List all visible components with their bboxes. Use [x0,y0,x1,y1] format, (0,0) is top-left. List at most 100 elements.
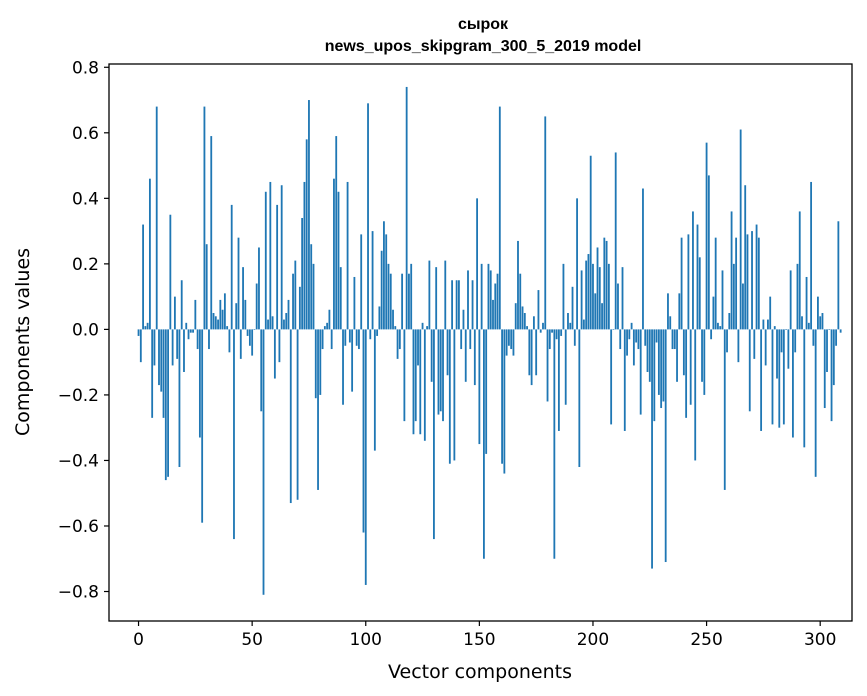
bar [428,260,431,330]
bar [703,329,706,395]
bar [173,296,176,330]
y-tick-label: 0.0 [72,320,99,340]
bar [764,329,767,366]
bar [755,224,758,330]
bar [389,273,392,330]
bar [632,329,635,366]
y-tick-label: 0.2 [72,255,99,275]
chart-title: сырок [458,16,509,33]
bar [685,329,688,418]
bar [210,136,213,330]
bar [712,296,715,330]
x-tick-label: 50 [241,630,263,650]
bar [664,329,667,563]
bar [792,329,794,438]
bar [167,329,169,477]
bar [430,329,433,382]
bar [303,181,306,330]
bar [251,329,254,356]
x-tick-label: 150 [463,630,495,650]
bar [401,273,404,330]
bar [803,329,806,448]
bar [271,316,274,330]
x-axis-label: Vector components [388,661,572,683]
bar [717,322,719,330]
bar [512,329,515,356]
bar [371,231,374,330]
bar [719,326,722,330]
bar [287,299,290,330]
bar [421,322,424,330]
bar [201,329,204,523]
bar [735,237,738,330]
bar [692,211,694,330]
bar [467,270,469,330]
bar [408,273,410,330]
bar [171,329,174,366]
bar [698,257,701,330]
bar [235,303,238,330]
bar [367,103,369,330]
bar [628,329,631,340]
bar [260,329,263,412]
bar [198,329,201,438]
bar [380,250,383,330]
bar [162,329,165,418]
bar [585,260,588,330]
bar [578,329,581,467]
bar [151,329,154,418]
bar [569,322,572,330]
bar [330,329,333,350]
bar [301,217,304,330]
bar [471,280,474,330]
bar [410,263,413,330]
bar [378,306,381,330]
bar [346,181,349,330]
bar [267,319,269,330]
y-tick-label: 0.4 [72,189,99,209]
bar [805,276,808,330]
bar [337,191,340,330]
bar [246,329,249,336]
bar [671,329,674,350]
bar [189,329,192,333]
bar [819,316,822,330]
bar [767,319,769,330]
bar [748,329,751,412]
bar [562,263,565,330]
bar [839,329,842,333]
bar [614,152,617,330]
bar [153,329,156,366]
bar [564,329,567,405]
bar [580,270,583,330]
bar [294,260,297,330]
bar [751,231,753,330]
bar [642,188,644,330]
bar [835,329,838,346]
bar [830,329,833,422]
bar [483,329,485,559]
bar [626,329,628,356]
bar [635,329,638,343]
bar [403,329,406,422]
bar [276,204,279,330]
bar [601,303,603,330]
bar [417,329,419,366]
bar [553,329,556,559]
bar [769,296,772,330]
bar [778,329,781,428]
bar [158,329,160,386]
bar [823,329,826,409]
bar [180,280,183,330]
bar [446,329,449,376]
bar [594,293,597,330]
bar [317,329,319,490]
bar [571,286,574,330]
bar [573,329,576,346]
bar [262,329,265,595]
bar [283,319,285,330]
bar [537,290,540,330]
bar [492,299,494,330]
bar [160,329,163,392]
bar [807,322,810,330]
